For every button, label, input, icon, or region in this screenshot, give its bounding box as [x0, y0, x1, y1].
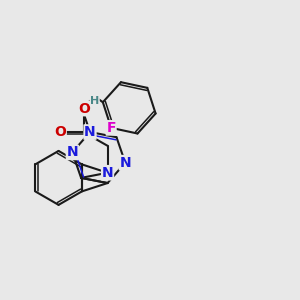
Text: N: N	[102, 166, 113, 180]
Text: H: H	[90, 96, 99, 106]
Text: F: F	[106, 121, 116, 135]
Text: N: N	[67, 146, 78, 159]
Text: O: O	[78, 102, 90, 116]
Text: N: N	[84, 125, 96, 139]
Text: N: N	[119, 156, 131, 170]
Text: S: S	[76, 100, 86, 114]
Text: O: O	[54, 125, 66, 139]
